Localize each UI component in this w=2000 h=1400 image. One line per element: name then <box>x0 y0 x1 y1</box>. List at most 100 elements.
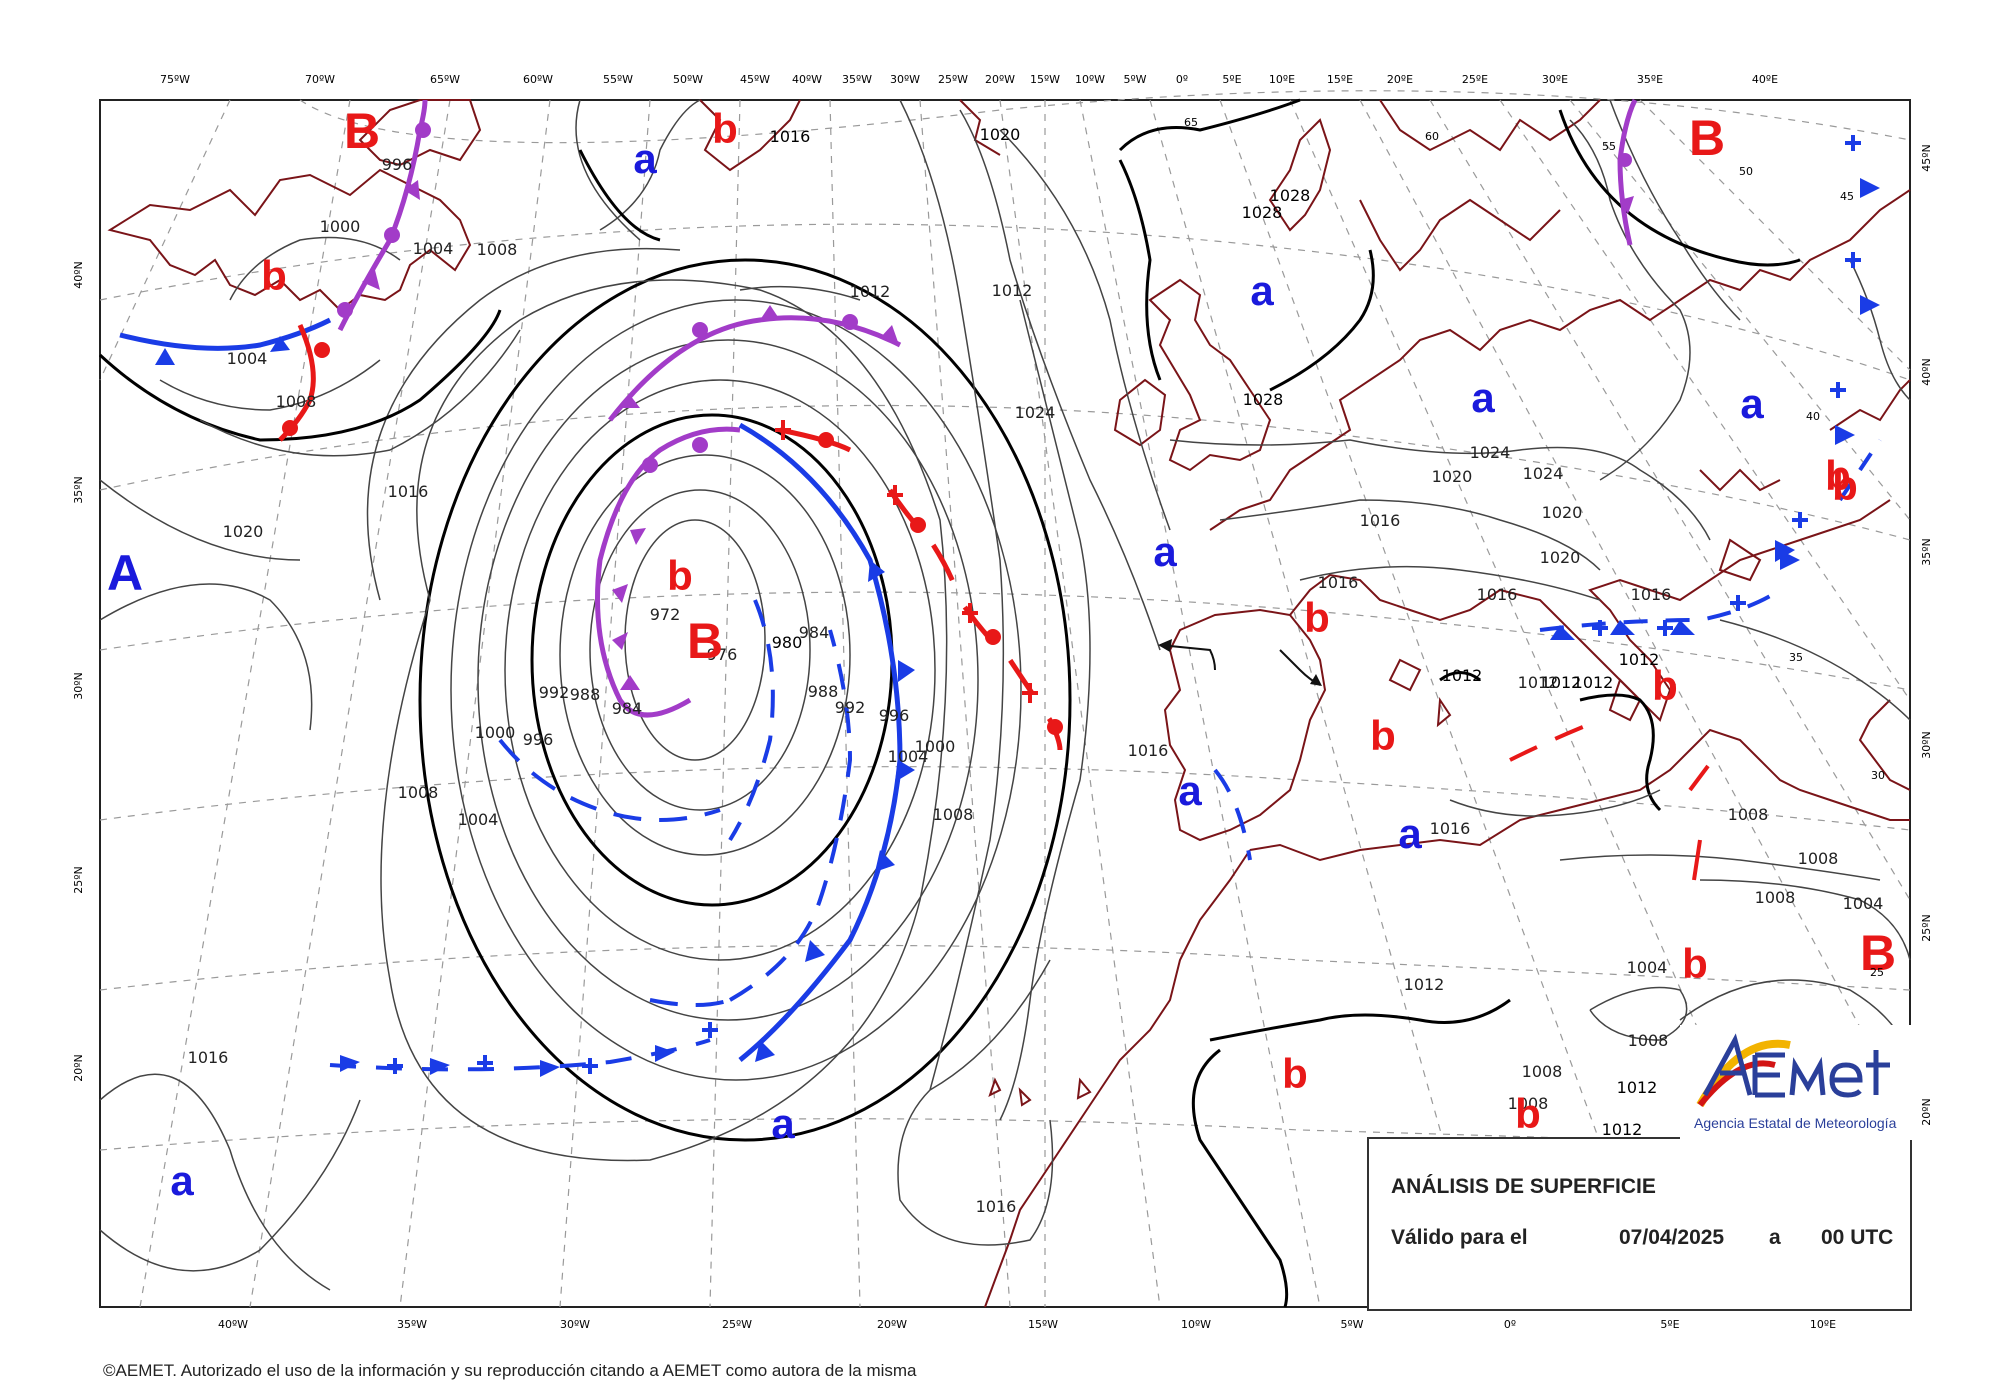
isobar-label: 976 <box>707 645 738 664</box>
lon-label-bottom: 0º <box>1504 1318 1516 1331</box>
lon-label-top: 35ºE <box>1637 73 1663 86</box>
stationary-front <box>329 1038 711 1072</box>
high-pressure-centre: a <box>633 135 657 182</box>
isobar-label: 992 <box>539 683 570 702</box>
isobar-label: 1012 <box>1617 1078 1658 1097</box>
top-longitude-labels: 75ºW 70ºW 65ºW 60ºW 55ºW 50ºW 45ºW 40ºW 35ºW 30ºW… <box>160 73 1778 86</box>
high-pressure-centre: a <box>1471 374 1495 421</box>
valid-time: 00 UTC <box>1821 1226 1894 1249</box>
lon-label-bottom: 30ºW <box>560 1318 590 1331</box>
lat-label-right: 45ºN <box>1920 144 1933 171</box>
low-pressure-centre: B <box>1860 925 1896 981</box>
isobar-label: 1016 <box>1360 511 1401 530</box>
graticule-label: 30 <box>1871 769 1885 782</box>
lon-label-bottom: 10ºW <box>1181 1318 1211 1331</box>
isobar-label: 1008 <box>1755 888 1796 907</box>
isobar-label: 1028 <box>1242 203 1283 222</box>
isobar-label: 1008 <box>1508 1094 1549 1113</box>
lon-label-bottom: 10ºE <box>1810 1318 1836 1331</box>
isobar-label: 996 <box>382 155 413 174</box>
isobar-label: 1028 <box>1270 186 1311 205</box>
isobar-label: 980 <box>772 633 803 652</box>
isobar-label: 1004 <box>888 747 929 766</box>
high-pressure-centre: a <box>1740 380 1764 427</box>
low-pressure-centre: b <box>261 252 287 299</box>
low-pressure-centre: b <box>1832 462 1858 509</box>
lat-label-right: 25ºN <box>1920 914 1933 941</box>
high-pressure-centre: a <box>1153 528 1177 575</box>
lat-label-left: 20ºN <box>72 1054 85 1081</box>
logo-subtitle: Agencia Estatal de Meteorología <box>1694 1115 1897 1131</box>
lon-label-top: 45ºW <box>740 73 770 86</box>
lon-label-top: 25ºE <box>1462 73 1488 86</box>
lon-label-top: 50ºW <box>673 73 703 86</box>
isobar-label: 1020 <box>1540 548 1581 567</box>
lon-label-top: 15ºE <box>1327 73 1353 86</box>
low-pressure-centre: b <box>1652 662 1678 709</box>
lon-label-top: 30ºW <box>890 73 920 86</box>
graticule-label: 55 <box>1602 140 1616 153</box>
lon-label-top: 20ºE <box>1387 73 1413 86</box>
lat-label-right: 35ºN <box>1920 538 1933 565</box>
right-latitude-labels: 45ºN 40ºN 35ºN 30ºN 25ºN 20ºN <box>1920 144 1933 1125</box>
isobar-label: 992 <box>835 698 866 717</box>
isobar-label: 1016 <box>770 127 811 146</box>
valid-connector: a <box>1769 1226 1781 1249</box>
analysis-info-box: ANÁLISIS DE SUPERFICIE Válido para el 07… <box>1367 1137 1912 1311</box>
high-pressure-centre: A <box>107 545 143 601</box>
isobar-label: 972 <box>650 605 681 624</box>
lon-label-top: 10ºW <box>1075 73 1105 86</box>
lon-label-top: 65ºW <box>430 73 460 86</box>
lat-label-left: 40ºN <box>72 261 85 288</box>
isobar-label: 1000 <box>915 737 956 756</box>
isobar-label: 1016 <box>1318 573 1359 592</box>
high-pressure-centre: a <box>771 1100 795 1147</box>
isobar-label: 1012 <box>1602 1120 1643 1139</box>
aemet-logo: Agencia Estatal de Meteorología <box>1680 1025 1920 1140</box>
high-pressure-centre: a <box>1250 267 1274 314</box>
graticule-label: 60 <box>1425 130 1439 143</box>
low-pressure-centre: b <box>667 552 693 599</box>
lon-label-bottom: 20ºW <box>877 1318 907 1331</box>
coastlines <box>107 99 1911 1308</box>
cold-front <box>119 317 332 351</box>
fronts <box>119 98 1882 1077</box>
lon-label-top: 0º <box>1176 73 1188 86</box>
bottom-longitude-labels: 40ºW 35ºW 30ºW 25ºW 20ºW 15ºW 10ºW 5ºW 0º 5ºE 10ºE <box>218 1318 1836 1331</box>
isobar-label: 1004 <box>1627 958 1668 977</box>
isobar-label: 1004 <box>227 349 268 368</box>
lon-label-bottom: 40ºW <box>218 1318 248 1331</box>
isobar-label: 1024 <box>1015 403 1056 422</box>
lon-label-top: 40ºE <box>1752 73 1778 86</box>
valid-date: 07/04/2025 <box>1619 1226 1725 1249</box>
graticule-label: 40 <box>1806 410 1820 423</box>
low-pressure-centre: b <box>1515 1090 1541 1137</box>
low-pressure-centre: b <box>712 105 738 152</box>
isobar-label: 1008 <box>398 783 439 802</box>
isobars <box>98 98 1911 1308</box>
graticule-label: 50 <box>1739 165 1753 178</box>
lon-label-bottom: 35ºW <box>397 1318 427 1331</box>
isobar-label: 1004 <box>413 239 454 258</box>
high-pressure-centre: a <box>1398 810 1422 857</box>
low-pressure-centre: b <box>1682 940 1708 987</box>
low-pressure-centre: B <box>1689 110 1725 166</box>
lat-label-right: 20ºN <box>1920 1098 1933 1125</box>
isobar-label: 1020 <box>980 125 1021 144</box>
graticule-labels: 65 60 55 50 45 40 35 30 25 <box>1184 116 1885 979</box>
low-pressure-centre: b <box>1282 1050 1308 1097</box>
lon-label-top: 20ºW <box>985 73 1015 86</box>
lon-label-top: 30ºE <box>1542 73 1568 86</box>
isobar-label: 1016 <box>388 482 429 501</box>
trough <box>498 738 721 822</box>
low-pressure-centre: B <box>687 613 723 669</box>
low-pressure-centre: b <box>1304 594 1330 641</box>
occluded-front <box>337 99 428 332</box>
lon-label-bottom: 5ºE <box>1660 1318 1679 1331</box>
lat-label-left: 25ºN <box>72 866 85 893</box>
graticule-label: 65 <box>1184 116 1198 129</box>
isobar-label: 1008 <box>1798 849 1839 868</box>
isobar-label: 1000 <box>475 723 516 742</box>
isobar-label: 1012 <box>1573 673 1614 692</box>
